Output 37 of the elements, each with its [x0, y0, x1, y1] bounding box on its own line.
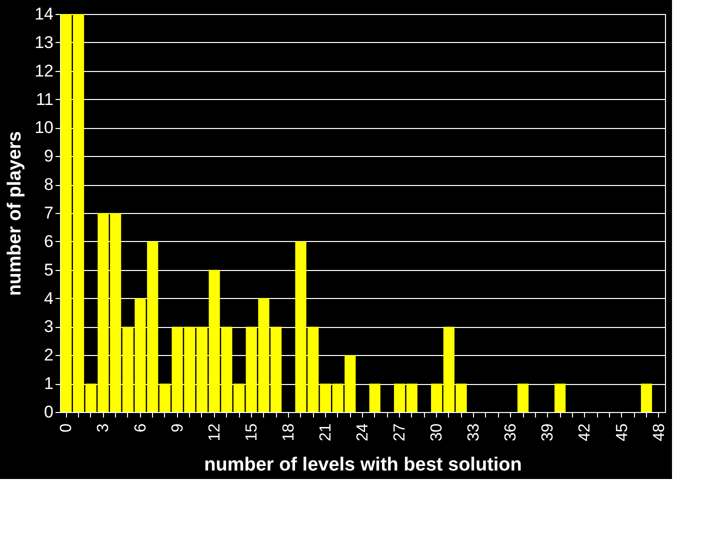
x-tick-label: 45 — [614, 423, 631, 442]
y-tick-label: 9 — [44, 146, 54, 166]
y-axis-title: number of players — [4, 131, 26, 296]
x-tick-label: 12 — [206, 423, 224, 442]
y-tick-label: 11 — [36, 90, 54, 109]
y-tick-label: 14 — [34, 4, 54, 24]
x-tick-label: 36 — [502, 423, 520, 442]
x-tick-label: 6 — [132, 423, 150, 432]
y-tick-label: 3 — [44, 317, 54, 336]
x-tick-label: 33 — [466, 423, 483, 442]
y-tick-label: 1 — [44, 374, 54, 394]
y-tick-label: 2 — [44, 346, 54, 365]
x-tick-label: 30 — [428, 423, 446, 442]
bar — [554, 384, 566, 412]
x-tick-label: 15 — [243, 423, 260, 442]
x-tick-label: 27 — [392, 423, 409, 442]
x-tick-label: 24 — [354, 423, 372, 442]
x-tick-label: 18 — [280, 423, 298, 442]
y-tick-label: 8 — [44, 175, 54, 194]
y-tick-label: 10 — [34, 118, 54, 138]
x-tick-label: 9 — [169, 423, 186, 432]
bar — [369, 384, 380, 412]
y-tick-label: 6 — [44, 232, 54, 251]
x-tick-label: 39 — [540, 423, 557, 442]
x-tick-label: 42 — [576, 423, 594, 442]
x-tick-label: 48 — [650, 423, 668, 442]
x-tick-label: 21 — [317, 423, 334, 442]
bar — [517, 384, 529, 412]
x-axis-title: number of levels with best solution — [204, 454, 522, 476]
y-tick-label: 12 — [34, 61, 54, 80]
x-tick-label: 0 — [58, 423, 76, 432]
y-tick-label: 4 — [44, 288, 54, 308]
y-tick-label: 13 — [34, 32, 54, 52]
x-tick-label: 3 — [95, 423, 112, 432]
bar — [640, 384, 652, 412]
y-tick-label: 7 — [44, 204, 54, 222]
y-tick-label: 5 — [44, 260, 54, 280]
